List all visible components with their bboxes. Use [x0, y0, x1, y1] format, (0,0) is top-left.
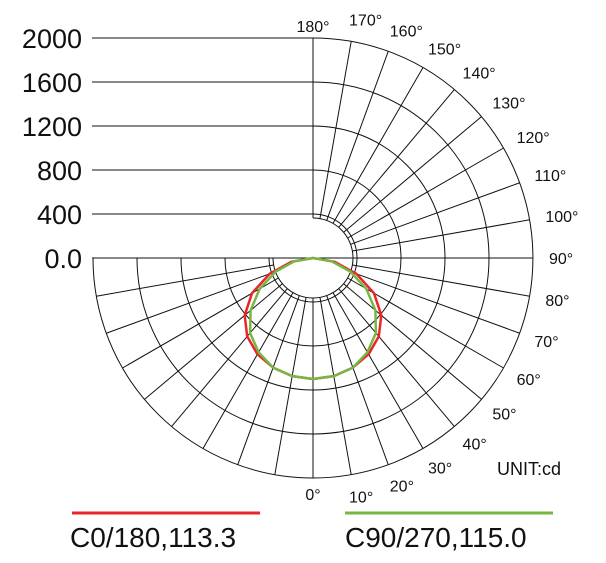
angle-tick-label: 150° [428, 41, 461, 58]
angle-tick-label: 70° [534, 334, 558, 351]
grid-spoke [338, 288, 455, 427]
angle-tick-label: 170° [349, 13, 382, 30]
legend: C0/180,113.3 C90/270,115.0 [70, 511, 553, 553]
grid-inner-ring [272, 217, 354, 299]
angle-tick-label: 30° [428, 461, 452, 478]
grid-spoke [332, 292, 424, 449]
angle-tick-label: 40° [463, 436, 487, 453]
angle-tick-label: 100° [545, 209, 578, 226]
angle-tick-label: 110° [534, 168, 566, 185]
grid-ring-left [136, 257, 314, 435]
grid-spoke [332, 67, 424, 224]
angle-tick-label: 180° [296, 19, 329, 36]
grid-ring-left [92, 257, 314, 479]
legend-label-1: C0/180,113.3 [70, 522, 236, 553]
angle-tick-label: 0° [305, 487, 320, 504]
grid-spoke [106, 271, 276, 334]
angle-tick-label: 130° [492, 95, 525, 112]
radial-tick-label: 1200 [22, 112, 82, 142]
radial-tick-label: 800 [37, 156, 82, 186]
intensity-curves [243, 256, 383, 381]
grid-spoke [274, 297, 307, 475]
series-curve-2 [248, 256, 378, 381]
grid-spoke [144, 283, 283, 400]
radial-tick-label: 1600 [22, 68, 82, 98]
angle-tick-label: 10° [349, 489, 373, 506]
angle-tick-label: 120° [517, 130, 550, 147]
grid-spoke [350, 271, 520, 334]
grid-spoke [326, 51, 389, 221]
angle-tick-label: 80° [545, 293, 569, 310]
unit-label: UNIT:cd [497, 459, 561, 479]
angle-tick-label: 160° [390, 24, 423, 41]
angle-tick-label: 50° [492, 407, 516, 424]
grid-spoke [237, 295, 300, 465]
angle-tick-label: 20° [390, 478, 414, 495]
grid-spoke [350, 182, 520, 245]
grid-spoke [352, 264, 530, 297]
grid-spoke [338, 89, 455, 228]
angle-tick-label: 60° [517, 372, 541, 389]
grid-spoke [343, 116, 482, 233]
grid-spoke [319, 41, 352, 219]
grid-spoke [171, 288, 288, 427]
angle-tick-label: 90° [549, 251, 573, 268]
grid-spoke [343, 283, 482, 400]
radial-tick-label: 400 [37, 200, 82, 230]
legend-label-2: C90/270,115.0 [345, 522, 527, 553]
grid-spoke [202, 292, 294, 449]
grid-spoke [319, 297, 352, 475]
grid-spoke [352, 219, 530, 252]
grid-spoke [96, 264, 274, 297]
polar-grid [92, 37, 534, 479]
radial-tick-label: 0.0 [44, 244, 82, 274]
axis-labels: 2000 1600 1200 800 400 0.0 0° 10° 20° 30° 40° 50° 60… [22, 13, 578, 507]
radial-tick-label: 2000 [22, 24, 82, 54]
grid-ring-left [180, 257, 314, 391]
angle-tick-label: 140° [463, 66, 496, 83]
grid-spoke [326, 295, 389, 465]
grid-spoke [347, 147, 504, 239]
